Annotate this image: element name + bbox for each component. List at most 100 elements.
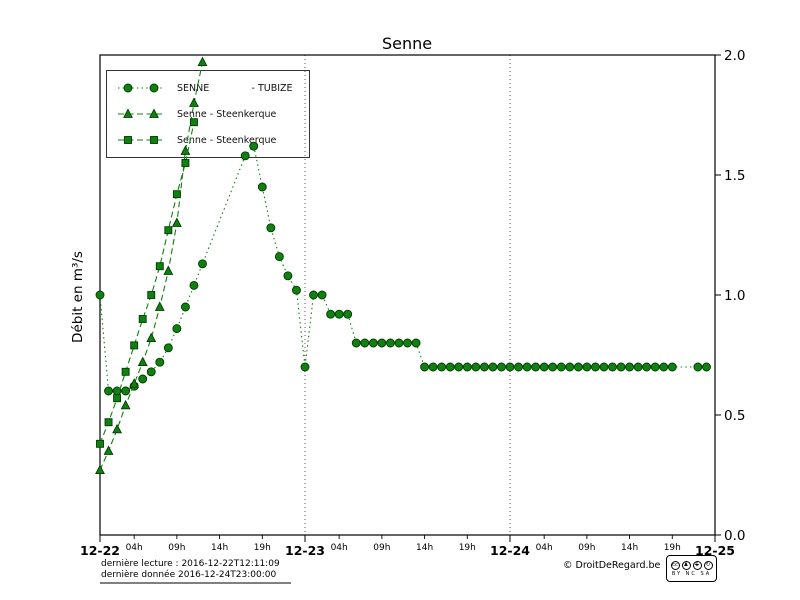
triangle-marker — [146, 332, 157, 343]
legend-sample-circle — [118, 83, 164, 93]
circle-marker — [368, 338, 378, 348]
x-hour-label: 14h — [416, 543, 433, 553]
circle-marker — [565, 362, 575, 372]
x-day-label: 12-25 — [695, 543, 735, 558]
circle-marker — [608, 362, 617, 372]
y-tick-label: 1.5 — [724, 168, 745, 184]
circle-marker — [539, 362, 549, 372]
legend-item: Senne - Steenkerque — [115, 133, 301, 147]
x-day-label: 12-23 — [285, 543, 325, 558]
square-marker — [150, 136, 158, 144]
x-hour-label: 19h — [254, 543, 271, 553]
circle-marker — [582, 362, 592, 372]
triangle-marker — [129, 378, 140, 388]
triangle-marker — [189, 97, 199, 107]
circle-marker — [189, 280, 199, 290]
x-hour-label: 04h — [331, 543, 348, 553]
share-alike-icon: ↻ — [703, 560, 713, 570]
circle-marker — [163, 343, 173, 353]
square-marker — [147, 291, 156, 299]
square-marker — [190, 118, 198, 127]
circle-marker — [522, 362, 532, 372]
y-tick-label: 1.0 — [724, 288, 745, 304]
circle-marker — [274, 252, 284, 262]
plot-layer: 0.0 0.5 1.0 1.5 2.0 12-22 12-23 12-24 12-25 04h 09… — [80, 48, 745, 558]
circle-marker — [257, 182, 267, 192]
y-tick-label: 0.5 — [724, 408, 745, 424]
circle-marker — [599, 362, 609, 372]
y-tick-label: 2.0 — [724, 48, 745, 64]
circle-marker — [548, 362, 558, 372]
circle-marker — [240, 151, 250, 161]
x-day-label: 12-22 — [80, 543, 120, 558]
circle-marker — [411, 338, 421, 348]
circle-marker — [445, 362, 455, 372]
circle-marker — [146, 367, 156, 377]
circle-marker — [625, 362, 635, 372]
circle-marker — [283, 271, 293, 281]
circle-marker — [95, 290, 105, 300]
circle-marker — [556, 362, 566, 372]
non-commercial-icon: $ — [692, 560, 702, 570]
square-marker — [138, 315, 147, 323]
plot-border — [99, 54, 716, 536]
legend-label: Senne - Steenkerque — [177, 108, 277, 120]
y-axis-label: Débit en m³/s — [70, 251, 86, 343]
circle-marker — [198, 259, 207, 269]
circle-marker — [693, 362, 703, 372]
square-marker — [155, 262, 164, 271]
circle-marker — [249, 141, 259, 151]
square-marker — [104, 418, 113, 427]
triangle-marker — [123, 108, 133, 118]
circle-marker — [642, 362, 652, 372]
last-reading-text: dernière lecture : 2016-12-22T12:11:09 — [101, 558, 280, 569]
circle-marker — [514, 362, 523, 372]
x-hour-label: 04h — [536, 543, 553, 553]
series-line-circle — [99, 145, 707, 392]
circle-marker — [454, 362, 464, 372]
circle-marker — [385, 338, 395, 348]
circle-marker — [172, 324, 182, 334]
series-line-triangle — [99, 62, 204, 471]
circle-marker — [104, 386, 113, 396]
circle-marker — [394, 338, 404, 348]
x-hour-label: 04h — [126, 543, 143, 553]
legend-item: SENNE - TUBIZE — [115, 81, 301, 95]
circle-marker — [650, 362, 660, 372]
x-hour-label: 09h — [373, 543, 390, 553]
legend-sample-square — [118, 136, 164, 144]
circle-marker — [317, 290, 327, 300]
circle-marker — [505, 362, 515, 372]
cc-license-badge[interactable]: cc ♟ $ ↻ BY NC SA — [666, 555, 717, 582]
triangle-marker — [112, 423, 123, 434]
circle-marker — [428, 362, 438, 372]
triangle-marker — [149, 108, 159, 118]
circle-marker — [266, 223, 276, 233]
circle-marker — [351, 338, 361, 348]
triangle-marker — [137, 356, 148, 367]
triangle-marker — [103, 445, 114, 455]
chart-title: Senne — [382, 34, 432, 53]
circle-marker — [334, 309, 344, 319]
square-marker — [121, 367, 130, 376]
cc-logo-icon: cc — [670, 560, 680, 570]
square-marker — [164, 226, 173, 235]
x-hour-label: 19h — [664, 543, 681, 553]
circle-marker — [437, 362, 447, 372]
series-line-square — [99, 122, 195, 445]
legend-label: Senne - Steenkerque — [177, 134, 277, 146]
circle-marker — [462, 362, 472, 372]
circle-marker — [616, 362, 626, 372]
circle-marker — [488, 362, 498, 372]
cc-icons-row: cc ♟ $ ↻ — [670, 560, 713, 570]
x-hour-label: 14h — [621, 543, 638, 553]
legend: SENNE - TUBIZE Senne - Steenkerque Senne -… — [106, 70, 310, 158]
triangle-marker — [120, 399, 131, 410]
circle-marker — [309, 290, 318, 300]
circle-marker — [573, 362, 583, 372]
legend-label: SENNE - TUBIZE — [177, 82, 293, 94]
square-marker — [181, 159, 190, 167]
circle-marker — [479, 362, 489, 372]
circle-marker — [403, 338, 412, 348]
